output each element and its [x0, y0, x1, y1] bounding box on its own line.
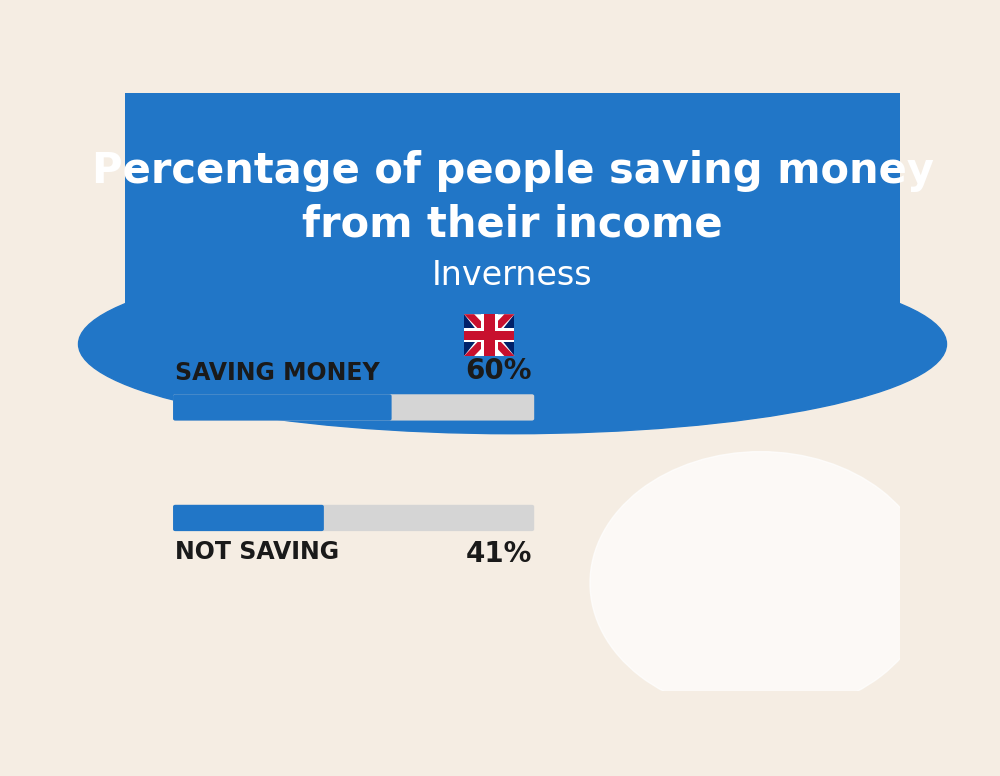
FancyBboxPatch shape: [484, 314, 495, 356]
Polygon shape: [464, 314, 514, 356]
Text: 60%: 60%: [465, 357, 532, 386]
FancyBboxPatch shape: [125, 93, 900, 344]
Circle shape: [590, 452, 931, 715]
FancyBboxPatch shape: [464, 328, 514, 342]
FancyBboxPatch shape: [481, 314, 498, 356]
Polygon shape: [464, 314, 514, 356]
FancyBboxPatch shape: [173, 394, 392, 421]
Text: NOT SAVING: NOT SAVING: [175, 540, 340, 564]
Polygon shape: [464, 314, 514, 356]
Text: Inverness: Inverness: [432, 259, 593, 292]
Polygon shape: [464, 314, 514, 356]
FancyBboxPatch shape: [173, 394, 534, 421]
Text: SAVING MONEY: SAVING MONEY: [175, 362, 380, 386]
FancyBboxPatch shape: [464, 331, 514, 340]
Ellipse shape: [78, 255, 946, 434]
Text: Percentage of people saving money: Percentage of people saving money: [92, 150, 934, 192]
Text: 41%: 41%: [466, 540, 532, 568]
Text: from their income: from their income: [302, 203, 723, 245]
FancyBboxPatch shape: [173, 505, 324, 531]
FancyBboxPatch shape: [173, 505, 534, 531]
FancyBboxPatch shape: [464, 314, 514, 356]
